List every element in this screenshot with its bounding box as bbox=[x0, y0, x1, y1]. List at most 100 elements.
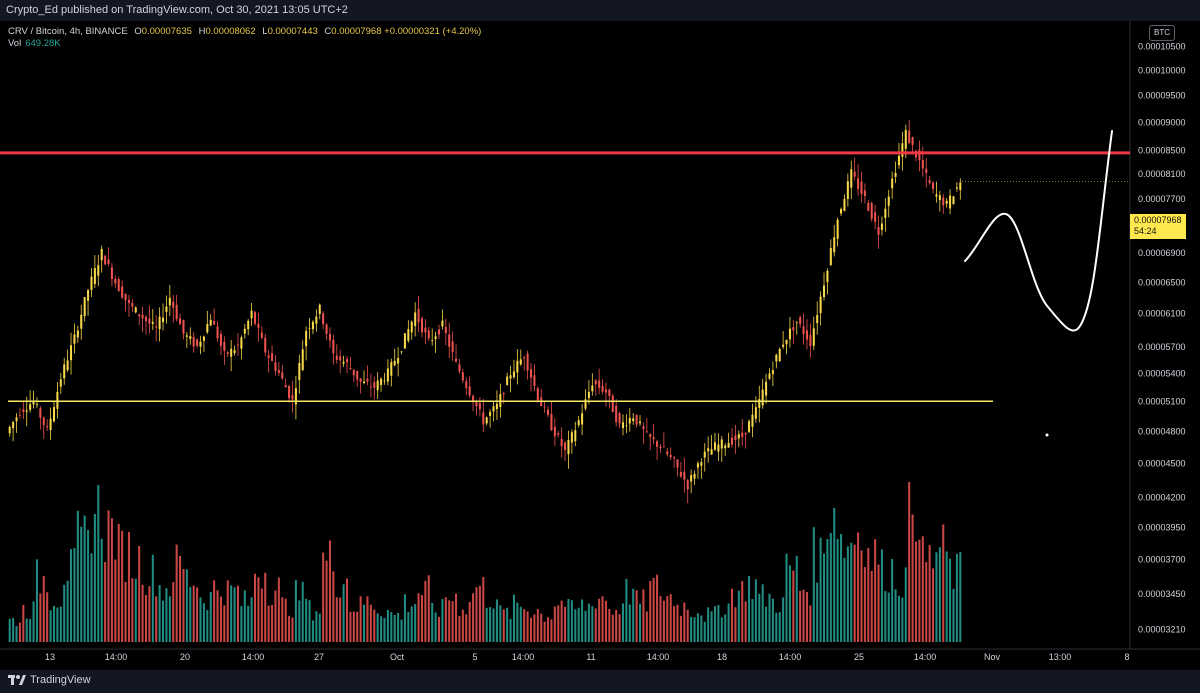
volume-bar-58 bbox=[206, 610, 209, 642]
volume-bar-190 bbox=[656, 574, 659, 642]
candle-body-11 bbox=[46, 426, 49, 428]
candle-body-34 bbox=[124, 293, 127, 301]
volume-bar-279 bbox=[959, 552, 962, 642]
volume-bar-117 bbox=[407, 612, 410, 642]
volume-bar-125 bbox=[434, 612, 437, 642]
candle-body-224 bbox=[771, 370, 774, 374]
volume-bar-161 bbox=[557, 605, 560, 642]
y-tick-label-4: 0.00008500 bbox=[1138, 145, 1186, 155]
open-value: 0.00007635 bbox=[141, 26, 192, 37]
candle-body-87 bbox=[305, 330, 308, 347]
volume-bar-217 bbox=[748, 575, 751, 642]
candle-body-180 bbox=[621, 422, 625, 429]
candle-body-235 bbox=[809, 334, 812, 347]
volume-bar-162 bbox=[560, 600, 563, 642]
candle-body-251 bbox=[863, 190, 866, 196]
volume-bar-29 bbox=[107, 510, 110, 642]
candle-body-66 bbox=[233, 350, 236, 354]
volume-bar-268 bbox=[921, 536, 924, 642]
candle-body-62 bbox=[219, 333, 222, 346]
volume-bar-104 bbox=[363, 604, 366, 642]
candle-body-215 bbox=[741, 432, 744, 437]
volume-bar-240 bbox=[826, 539, 829, 642]
volume-bar-100 bbox=[349, 611, 352, 642]
volume-bar-4 bbox=[22, 604, 25, 642]
last-price-tag: 0.00007968 54:24 bbox=[1130, 214, 1186, 239]
volume-bar-57 bbox=[202, 603, 205, 642]
volume-bar-207 bbox=[713, 606, 717, 642]
candle-body-158 bbox=[547, 409, 550, 415]
candle-body-228 bbox=[785, 339, 788, 345]
y-tick-label-16: 0.00004200 bbox=[1138, 492, 1186, 502]
volume-bar-89 bbox=[311, 620, 314, 642]
volume-bar-242 bbox=[833, 507, 836, 642]
candle-body-177 bbox=[611, 395, 614, 413]
volume-bar-168 bbox=[581, 599, 584, 642]
candle-body-165 bbox=[570, 432, 573, 443]
candle-body-230 bbox=[792, 327, 795, 331]
x-tick-label-4: 27 bbox=[314, 652, 324, 662]
volume-bar-43 bbox=[155, 596, 158, 642]
volume-bar-50 bbox=[179, 556, 182, 642]
x-tick-label-15: 13:00 bbox=[1049, 652, 1072, 662]
published-text: Crypto_Ed published on TradingView.com, … bbox=[6, 4, 348, 16]
symbol-title[interactable]: CRV / Bitcoin, 4h, BINANCE bbox=[8, 26, 128, 37]
currency-badge[interactable]: BTC bbox=[1149, 25, 1175, 41]
candle-body-94 bbox=[328, 334, 331, 341]
candle-body-233 bbox=[802, 326, 805, 335]
candle-body-132 bbox=[458, 364, 461, 372]
volume-bar-111 bbox=[386, 609, 389, 642]
candle-body-242 bbox=[833, 237, 836, 253]
volume-bar-149 bbox=[516, 602, 519, 642]
candle-body-46 bbox=[165, 306, 168, 312]
candle-body-206 bbox=[710, 449, 713, 455]
volume-bar-178 bbox=[615, 609, 618, 642]
y-tick-label-1: 0.00010000 bbox=[1138, 66, 1186, 76]
volume-bar-187 bbox=[645, 611, 648, 642]
candle-body-232 bbox=[799, 317, 802, 325]
tradingview-logo[interactable]: TradingView bbox=[8, 674, 91, 686]
volume-bar-179 bbox=[618, 614, 621, 642]
volume-bar-185 bbox=[639, 603, 642, 642]
volume-bar-112 bbox=[390, 612, 393, 642]
volume-bar-222 bbox=[765, 606, 768, 642]
volume-bar-206 bbox=[710, 611, 713, 642]
volume-bar-167 bbox=[577, 607, 580, 642]
candle-body-238 bbox=[819, 296, 822, 314]
candle-body-116 bbox=[403, 333, 406, 349]
open-key: O bbox=[134, 26, 142, 37]
volume-bar-209 bbox=[720, 617, 723, 642]
candle-body-102 bbox=[356, 371, 359, 380]
candle-body-277 bbox=[952, 196, 955, 205]
volume-bar-181 bbox=[625, 578, 628, 642]
candle-body-27 bbox=[100, 248, 103, 261]
candle-body-41 bbox=[148, 318, 151, 324]
candle-body-241 bbox=[829, 247, 832, 266]
candle-body-83 bbox=[291, 394, 294, 400]
price-chart[interactable]: 0.00010500 0.00010000 0.00009500 0.00009000… bbox=[0, 21, 1200, 670]
candle-body-269 bbox=[925, 168, 928, 173]
candle-body-49 bbox=[175, 304, 178, 319]
candle-body-73 bbox=[257, 323, 260, 328]
candle-body-61 bbox=[216, 326, 219, 339]
candle-body-14 bbox=[56, 391, 59, 409]
candle-body-107 bbox=[373, 382, 376, 388]
volume-bar-200 bbox=[690, 616, 693, 642]
candle-body-135 bbox=[468, 386, 471, 396]
candle-body-161 bbox=[557, 433, 560, 435]
candle-body-99 bbox=[345, 359, 349, 363]
candle-body-47 bbox=[168, 297, 171, 306]
candle-body-145 bbox=[502, 393, 505, 395]
volume-bar-94 bbox=[328, 540, 331, 642]
volume-bar-101 bbox=[352, 611, 355, 642]
volume-bar-80 bbox=[281, 597, 284, 642]
volume-bar-163 bbox=[564, 606, 567, 642]
candle-body-248 bbox=[853, 171, 856, 177]
candle-body-37 bbox=[134, 307, 137, 313]
volume-bar-9 bbox=[39, 593, 42, 642]
candle-body-52 bbox=[185, 335, 188, 337]
candle-body-55 bbox=[196, 339, 199, 346]
candle-body-214 bbox=[737, 434, 740, 439]
candle-body-3 bbox=[18, 414, 21, 416]
x-tick-label-6: 5 bbox=[472, 652, 477, 662]
